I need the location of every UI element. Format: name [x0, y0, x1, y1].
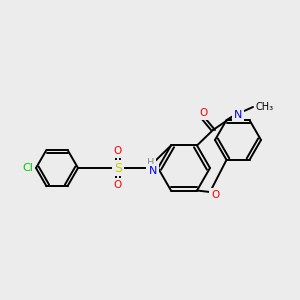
Text: Cl: Cl	[22, 163, 33, 173]
Text: H: H	[147, 158, 155, 168]
Text: O: O	[114, 146, 122, 156]
Text: O: O	[114, 180, 122, 190]
Text: O: O	[199, 108, 207, 118]
Text: O: O	[211, 190, 219, 200]
Text: CH₃: CH₃	[255, 102, 273, 112]
Text: N: N	[234, 110, 242, 120]
Text: S: S	[114, 161, 122, 175]
Text: N: N	[149, 166, 158, 176]
